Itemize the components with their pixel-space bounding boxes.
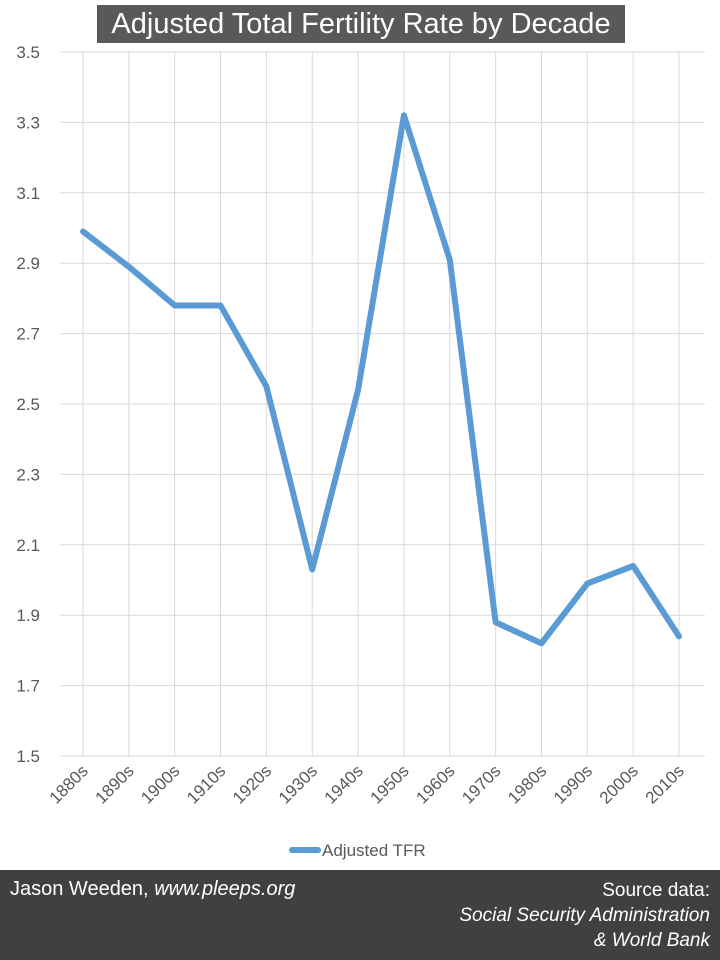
- y-tick-label: 3.1: [16, 184, 40, 203]
- data-point: [676, 633, 682, 639]
- data-point: [538, 640, 544, 646]
- gridlines: [60, 51, 705, 757]
- data-point: [447, 257, 453, 263]
- x-tick-label: 1960s: [412, 761, 458, 807]
- y-tick-label: 2.3: [16, 465, 40, 484]
- y-tick-label: 3.5: [16, 43, 40, 62]
- y-tick-label: 2.9: [16, 254, 40, 273]
- data-point: [80, 229, 86, 235]
- author-name: Jason Weeden,: [10, 878, 149, 900]
- data-point: [355, 387, 361, 393]
- x-axis-tick-labels: 1880s 1890s 1900s 1910s 1920s 1930s 1940s 1950s…: [46, 761, 688, 807]
- source-line-1: Social Security Administration: [459, 905, 710, 926]
- data-point: [630, 563, 636, 569]
- x-tick-label: 1990s: [550, 761, 596, 807]
- data-point: [309, 566, 315, 572]
- data-point: [172, 302, 178, 308]
- chart-title: Adjusted Total Fertility Rate by Decade: [97, 5, 625, 43]
- x-tick-label: 1950s: [367, 761, 413, 807]
- data-point: [218, 302, 224, 308]
- x-tick-label: 1970s: [458, 761, 504, 807]
- y-tick-label: 1.5: [16, 747, 40, 766]
- x-tick-label: 1980s: [504, 761, 550, 807]
- data-point: [263, 383, 269, 389]
- line-chart: 1.51.71.92.12.32.52.72.93.13.33.5 1880s 1…: [16, 43, 705, 860]
- y-tick-label: 2.1: [16, 536, 40, 555]
- x-tick-label: 1930s: [275, 761, 321, 807]
- source-label: Source data:: [602, 880, 710, 901]
- x-tick-label: 1880s: [46, 761, 92, 807]
- x-tick-label: 1900s: [137, 761, 183, 807]
- footer-source: Source data: Social Security Administrat…: [459, 878, 710, 953]
- y-tick-label: 2.5: [16, 395, 40, 414]
- data-point: [493, 619, 499, 625]
- footer: Jason Weeden, www.pleeps.org Source data…: [0, 870, 720, 960]
- author-site-link[interactable]: www.pleeps.org: [154, 878, 296, 900]
- series-line: [80, 112, 682, 647]
- data-point: [126, 264, 132, 270]
- legend: Adjusted TFR: [289, 841, 426, 860]
- x-tick-label: 2010s: [642, 761, 688, 807]
- legend-label: Adjusted TFR: [322, 841, 426, 860]
- y-tick-label: 2.7: [16, 325, 40, 344]
- data-point: [401, 112, 407, 118]
- x-tick-label: 1920s: [229, 761, 275, 807]
- x-tick-label: 2000s: [596, 761, 642, 807]
- y-tick-label: 1.7: [16, 677, 40, 696]
- x-tick-label: 1910s: [183, 761, 229, 807]
- x-tick-label: 1940s: [321, 761, 367, 807]
- footer-author: Jason Weeden, www.pleeps.org: [10, 878, 295, 901]
- x-tick-label: 1890s: [91, 761, 137, 807]
- data-point: [584, 581, 590, 587]
- series-layer: [80, 112, 682, 647]
- y-axis-tick-labels: 1.5 1.7 1.9 2.1 2.3 2.5 2.7 2.9 3.1 3.3 3.5: [16, 43, 40, 766]
- source-line-2: & World Bank: [593, 930, 710, 951]
- y-tick-label: 3.3: [16, 113, 40, 132]
- y-tick-label: 1.9: [16, 606, 40, 625]
